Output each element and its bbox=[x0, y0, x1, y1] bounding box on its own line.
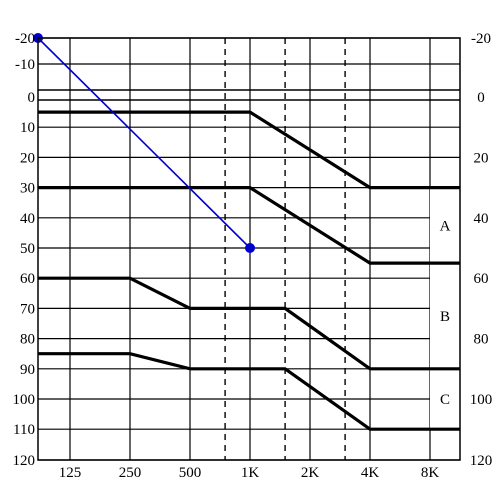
y-tick-left: 10 bbox=[20, 120, 35, 136]
series-line bbox=[38, 110, 460, 190]
x-tick: 4K bbox=[361, 465, 380, 481]
y-tick-left: 100 bbox=[13, 392, 36, 408]
region-label: B bbox=[440, 309, 450, 325]
y-tick-right: 120 bbox=[470, 453, 493, 469]
y-tick-right: 80 bbox=[474, 332, 489, 348]
y-tick-left: 60 bbox=[20, 271, 35, 287]
y-tick-left: 70 bbox=[20, 301, 35, 317]
series-line bbox=[38, 352, 460, 431]
series-line bbox=[38, 276, 460, 371]
x-tick: 500 bbox=[179, 465, 202, 481]
series-lines bbox=[38, 110, 460, 431]
regions: A B C bbox=[430, 187, 460, 430]
x-tick: 125 bbox=[59, 465, 82, 481]
x-tick: 8K bbox=[421, 465, 440, 481]
y-tick-left: 20 bbox=[20, 150, 35, 166]
y-tick-left: 90 bbox=[20, 362, 35, 378]
y-tick-right: 40 bbox=[474, 211, 489, 227]
y-tick-left: 50 bbox=[20, 241, 35, 257]
y-tick-left: 120 bbox=[13, 453, 36, 469]
y-tick-right: 20 bbox=[474, 150, 489, 166]
y-tick-left: 30 bbox=[20, 181, 35, 197]
annotation-segment bbox=[37, 37, 251, 249]
y-tick-left: 80 bbox=[20, 332, 35, 348]
y-tick-right: 0 bbox=[477, 90, 485, 106]
region-box bbox=[430, 368, 460, 430]
region-label: C bbox=[440, 392, 450, 408]
annotation-point bbox=[245, 243, 255, 253]
axis-break bbox=[38, 90, 460, 100]
y-tick-left: -20 bbox=[15, 31, 35, 47]
y-tick-left: -10 bbox=[15, 57, 35, 73]
y-tick-left: 110 bbox=[13, 422, 35, 438]
x-tick: 1K bbox=[241, 465, 260, 481]
tick-labels: -20 -10 0 10 20 30 40 50 60 70 80 90 100 110 120 -20 0 20… bbox=[13, 31, 493, 481]
y-tick-left: 40 bbox=[20, 211, 35, 227]
plot-border bbox=[37, 37, 461, 461]
x-tick: 2K bbox=[301, 465, 320, 481]
series-line bbox=[38, 186, 460, 265]
region-label: A bbox=[440, 218, 451, 234]
x-tick: 250 bbox=[119, 465, 142, 481]
annotation-line bbox=[33, 33, 255, 253]
region-box bbox=[430, 263, 460, 369]
y-tick-right: 100 bbox=[470, 392, 493, 408]
plot-frame bbox=[37, 37, 461, 461]
y-tick-right: -20 bbox=[471, 31, 491, 47]
region-box bbox=[430, 187, 460, 264]
y-tick-right: 60 bbox=[474, 271, 489, 287]
y-tick-left: 0 bbox=[28, 90, 36, 106]
